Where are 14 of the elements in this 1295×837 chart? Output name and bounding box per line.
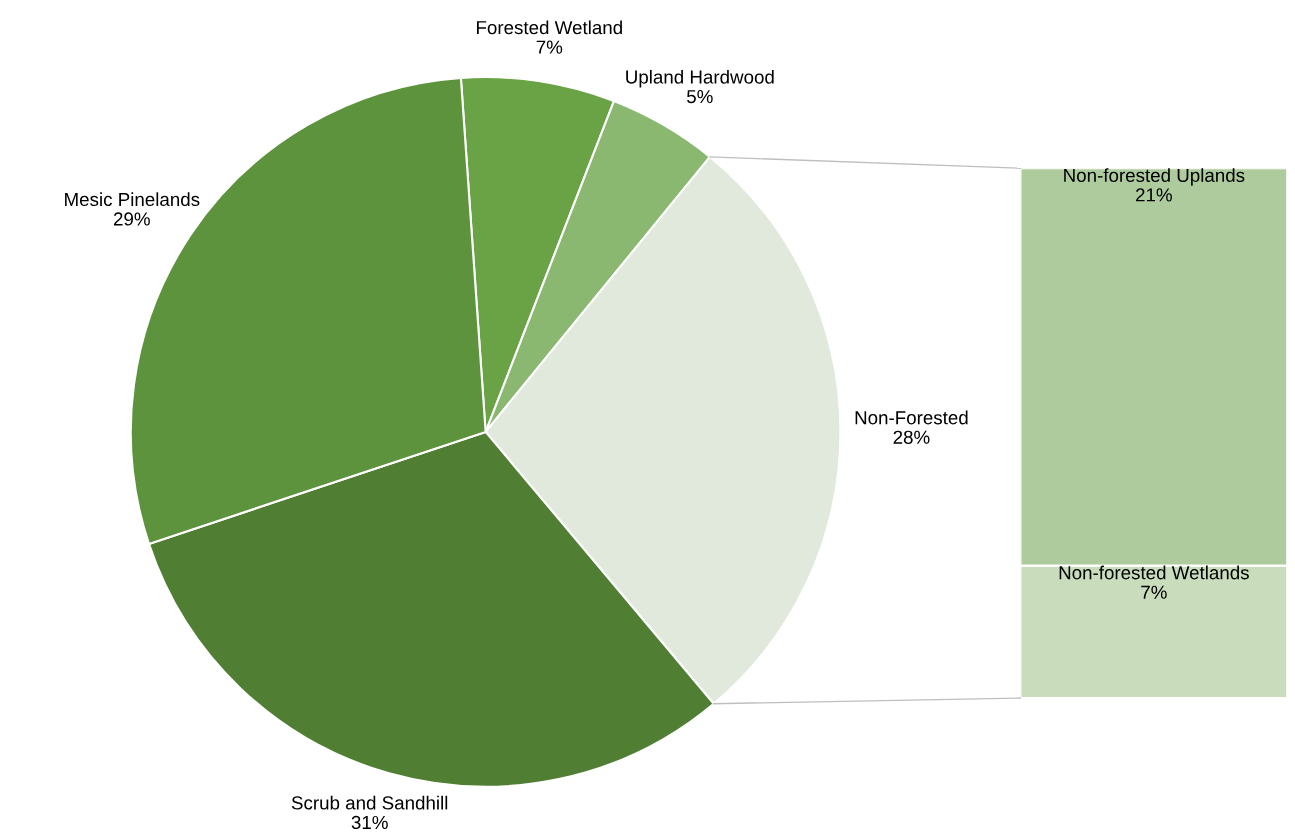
slice-label: Forested Wetland <box>477 20 622 35</box>
data-label: 7% <box>536 40 563 54</box>
data-label: 7% <box>1141 585 1167 599</box>
series-label: Non-forested Uplands <box>1064 168 1245 186</box>
series-label: Non-forested Wetlands <box>1059 565 1249 580</box>
slice-label: Scrub and Sandhill <box>291 795 448 810</box>
data-label: 28% <box>893 430 930 444</box>
slice-label: Upland Hardwood <box>626 69 774 88</box>
data-label: 31% <box>351 815 388 830</box>
slice-label: Mesic Pinelands <box>65 192 200 207</box>
data-label: 21% <box>1136 188 1172 202</box>
data-label: 29% <box>113 212 150 226</box>
data-label: 5% <box>687 90 713 104</box>
slice-label: Non-Forested <box>855 410 968 425</box>
